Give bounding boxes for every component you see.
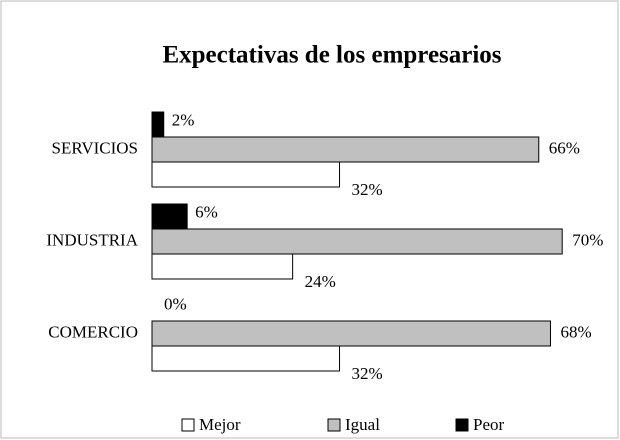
bar xyxy=(151,161,341,188)
bar xyxy=(151,320,551,347)
bar xyxy=(151,228,563,255)
value-label: 32% xyxy=(352,180,383,199)
value-label: 24% xyxy=(305,272,336,291)
value-label: 68% xyxy=(560,322,591,341)
legend-label: Mejor xyxy=(199,415,241,434)
chart-title: Expectativas de los empresarios xyxy=(162,42,501,69)
value-label: 70% xyxy=(572,230,603,249)
legend-label: Peor xyxy=(473,415,505,434)
value-label: 32% xyxy=(352,364,383,383)
bar xyxy=(151,203,188,230)
bar xyxy=(151,253,294,280)
legend-label: Igual xyxy=(345,415,380,434)
value-label: 0% xyxy=(164,294,187,313)
value-label: 2% xyxy=(172,110,195,129)
value-label: 66% xyxy=(549,138,580,157)
value-label: 6% xyxy=(195,202,218,221)
legend-swatch xyxy=(327,418,341,432)
legend-swatch xyxy=(181,418,195,432)
category-label: COMERCIO xyxy=(48,322,138,341)
category-label: INDUSTRIA xyxy=(46,230,138,249)
bar xyxy=(151,111,165,138)
bar xyxy=(151,136,540,163)
legend-swatch xyxy=(455,418,469,432)
category-label: SERVICIOS xyxy=(52,138,139,157)
bar xyxy=(151,345,341,372)
